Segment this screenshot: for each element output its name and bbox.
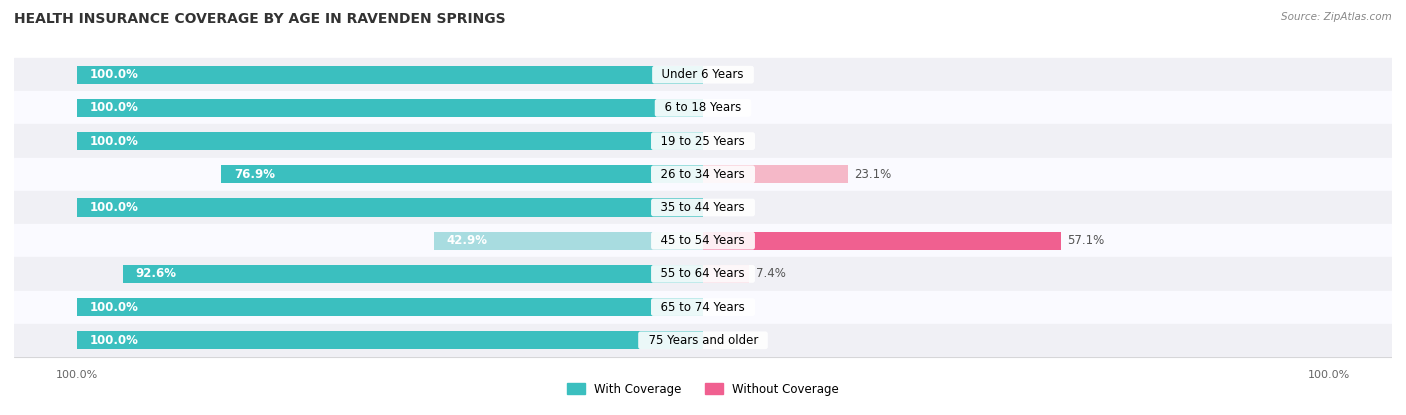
Bar (14, 290, 1392, 324)
Text: 100.0%: 100.0% (89, 201, 138, 214)
Bar (77, 298, 703, 316)
Text: 100.0%: 100.0% (89, 300, 138, 314)
Bar (14, 58, 1392, 91)
Text: HEALTH INSURANCE COVERAGE BY AGE IN RAVENDEN SPRINGS: HEALTH INSURANCE COVERAGE BY AGE IN RAVE… (14, 12, 506, 27)
Text: 42.9%: 42.9% (447, 234, 488, 247)
Bar (77, 198, 703, 217)
Text: Source: ZipAtlas.com: Source: ZipAtlas.com (1281, 12, 1392, 22)
Legend: With Coverage, Without Coverage: With Coverage, Without Coverage (562, 378, 844, 400)
Text: 57.1%: 57.1% (1067, 234, 1104, 247)
Bar (14, 257, 1392, 290)
Bar (14, 124, 1392, 158)
Bar (124, 265, 703, 283)
Text: 45 to 54 Years: 45 to 54 Years (654, 234, 752, 247)
Text: Under 6 Years: Under 6 Years (655, 68, 751, 81)
Text: 75 Years and older: 75 Years and older (641, 334, 765, 347)
Bar (14, 324, 1392, 357)
Text: 35 to 44 Years: 35 to 44 Years (654, 201, 752, 214)
Text: 100.0%: 100.0% (89, 68, 138, 81)
Bar (77, 331, 703, 349)
Text: 100.0%: 100.0% (89, 334, 138, 347)
Bar (434, 232, 703, 250)
Text: 76.9%: 76.9% (233, 168, 276, 181)
Bar (14, 191, 1392, 224)
Bar (703, 232, 1060, 250)
Text: 19 to 25 Years: 19 to 25 Years (654, 134, 752, 148)
Bar (77, 66, 703, 84)
Bar (14, 224, 1392, 257)
Bar (14, 158, 1392, 191)
Bar (221, 165, 703, 183)
Bar (77, 99, 703, 117)
Text: 55 to 64 Years: 55 to 64 Years (654, 267, 752, 281)
Text: 100.0%: 100.0% (89, 134, 138, 148)
Text: 100.0%: 100.0% (89, 101, 138, 115)
Text: 23.1%: 23.1% (853, 168, 891, 181)
Text: 6 to 18 Years: 6 to 18 Years (657, 101, 749, 115)
Bar (703, 265, 749, 283)
Text: 65 to 74 Years: 65 to 74 Years (654, 300, 752, 314)
Bar (703, 165, 848, 183)
Text: 26 to 34 Years: 26 to 34 Years (654, 168, 752, 181)
Bar (77, 132, 703, 150)
Bar (14, 91, 1392, 124)
Text: 92.6%: 92.6% (135, 267, 177, 281)
Text: 7.4%: 7.4% (755, 267, 786, 281)
